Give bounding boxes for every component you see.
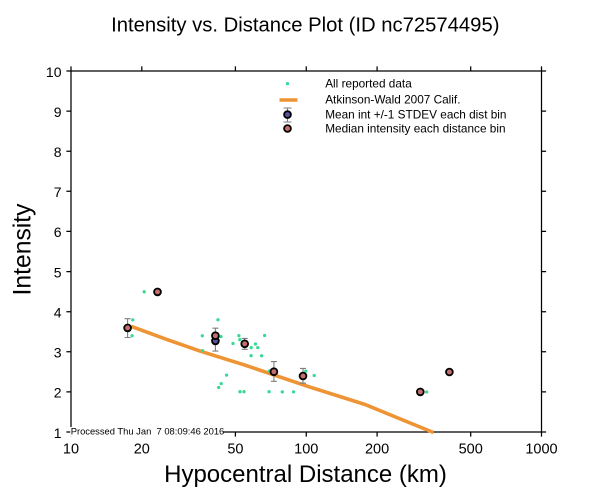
svg-text:Intensity: Intensity	[10, 203, 37, 296]
svg-text:5: 5	[54, 264, 62, 280]
svg-text:Median intensity each distance: Median intensity each distance bin	[325, 122, 505, 136]
svg-text:10: 10	[46, 64, 62, 80]
svg-text:6: 6	[54, 224, 62, 240]
svg-text:1000: 1000	[525, 441, 557, 457]
svg-text:2: 2	[54, 385, 62, 401]
svg-text:Atkinson-Wald 2007 Calif.: Atkinson-Wald 2007 Calif.	[325, 93, 460, 107]
svg-text:Hypocentral Distance (km): Hypocentral Distance (km)	[164, 461, 447, 488]
svg-text:50: 50	[227, 441, 243, 457]
svg-text:Processed Thu Jan 7 08:09:46: Processed Thu Jan 7 08:09:46 2016	[71, 426, 225, 437]
svg-text:20: 20	[134, 441, 150, 457]
svg-text:3: 3	[54, 345, 62, 361]
svg-text:9: 9	[54, 104, 62, 120]
svg-text:Intensity vs. Distance Plot (I: Intensity vs. Distance Plot (ID nc725744…	[111, 14, 499, 36]
svg-text:8: 8	[54, 144, 62, 160]
svg-text:7: 7	[54, 184, 62, 200]
svg-text:100: 100	[294, 441, 318, 457]
svg-text:500: 500	[459, 441, 483, 457]
svg-text:10: 10	[63, 441, 79, 457]
svg-text:Mean int +/-1 STDEV each dist: Mean int +/-1 STDEV each dist bin	[325, 108, 506, 122]
svg-text:1: 1	[54, 425, 62, 441]
svg-text:4: 4	[54, 305, 62, 321]
svg-text:200: 200	[365, 441, 389, 457]
svg-text:All reported data: All reported data	[325, 77, 412, 91]
